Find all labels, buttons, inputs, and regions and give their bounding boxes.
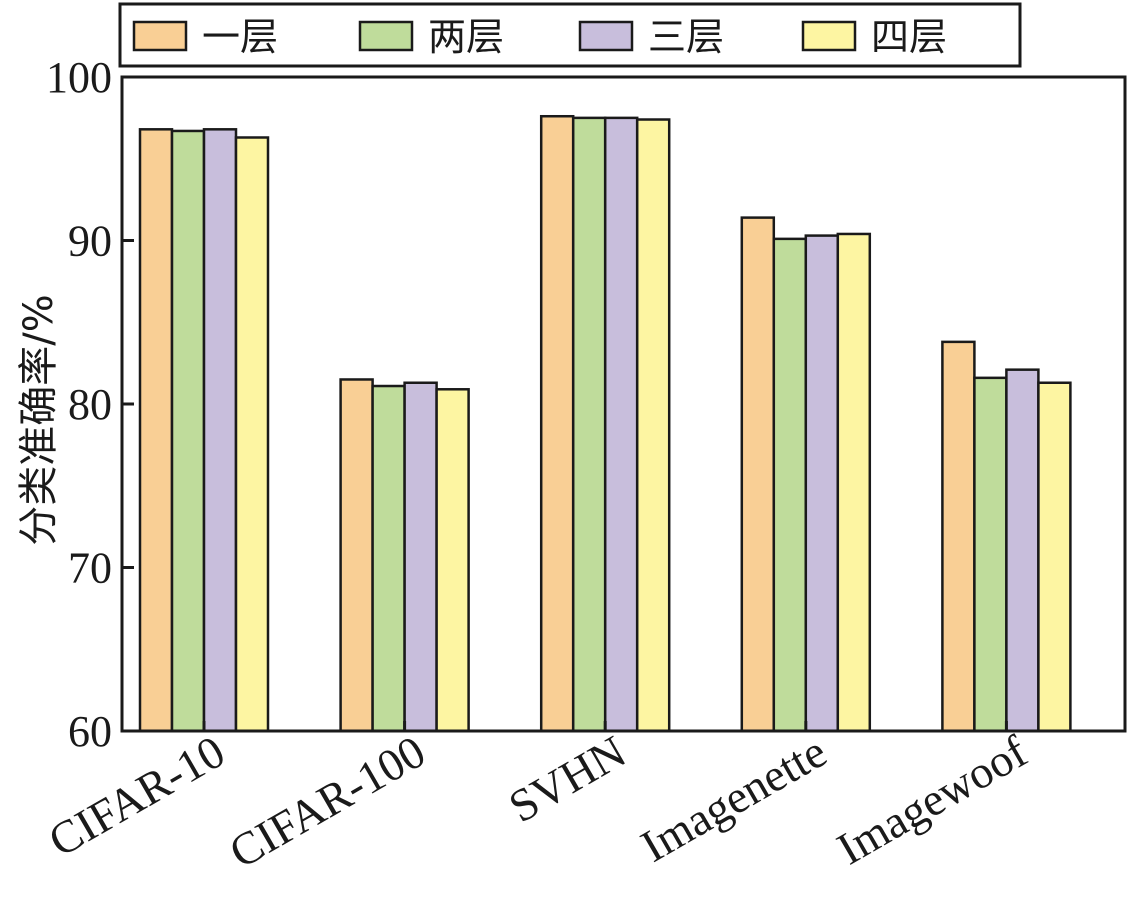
x-category-label: Imagewoof [828,725,1035,874]
bar-svhn-series-2 [571,116,607,733]
legend-label: 三层 [648,15,724,59]
legend-swatch [132,20,188,52]
bar-cifar-10-series-3 [202,128,238,733]
bar-cifar-10-series-2 [170,129,206,733]
y-tick-label: 70 [68,544,112,593]
bar-imagenette-series-3 [804,234,840,733]
bar-cifar-100-series-4 [435,388,470,733]
bar-cifar-100-series-3 [403,381,438,733]
y-tick-label: 90 [68,217,112,266]
bar-svhn-series-3 [603,116,639,733]
bar-imagenette-series-2 [772,237,808,733]
y-tick-label: 60 [68,707,112,756]
y-tick-label: 100 [46,53,112,102]
bar-imagewoof-series-3 [1005,368,1040,733]
legend-swatch [801,20,857,52]
x-category-label: SVHN [500,725,634,832]
legend-label: 两层 [428,15,504,59]
bar-imagewoof-series-4 [1037,381,1072,733]
bar-cifar-100-series-2 [371,384,406,733]
legend-swatch [358,20,414,52]
bar-imagenette-series-1 [740,216,776,733]
x-category-label: CIFAR-100 [221,725,434,877]
legend: 一层 两层 三层 四层 [118,2,1022,68]
bar-imagewoof-series-2 [973,376,1008,733]
bar-cifar-10-series-1 [138,128,174,733]
bar-cifar-100-series-1 [339,378,374,733]
bars [138,114,1072,733]
bar-imagewoof-series-1 [941,340,976,733]
y-axis-label: 分类准确率/% [16,294,62,545]
legend-label: 四层 [871,15,947,59]
y-tick-label: 80 [68,380,112,429]
legend-label: 一层 [202,15,278,59]
legend-swatch [578,20,634,52]
bar-svhn-series-4 [635,118,671,733]
y-axis: 60 70 80 90 100 [46,53,134,756]
legend-box [118,2,1022,68]
x-category-label: Imagenette [632,725,834,871]
bar-imagenette-series-4 [836,232,872,733]
bar-svhn-series-1 [539,114,575,733]
bar-cifar-10-series-4 [234,136,270,733]
